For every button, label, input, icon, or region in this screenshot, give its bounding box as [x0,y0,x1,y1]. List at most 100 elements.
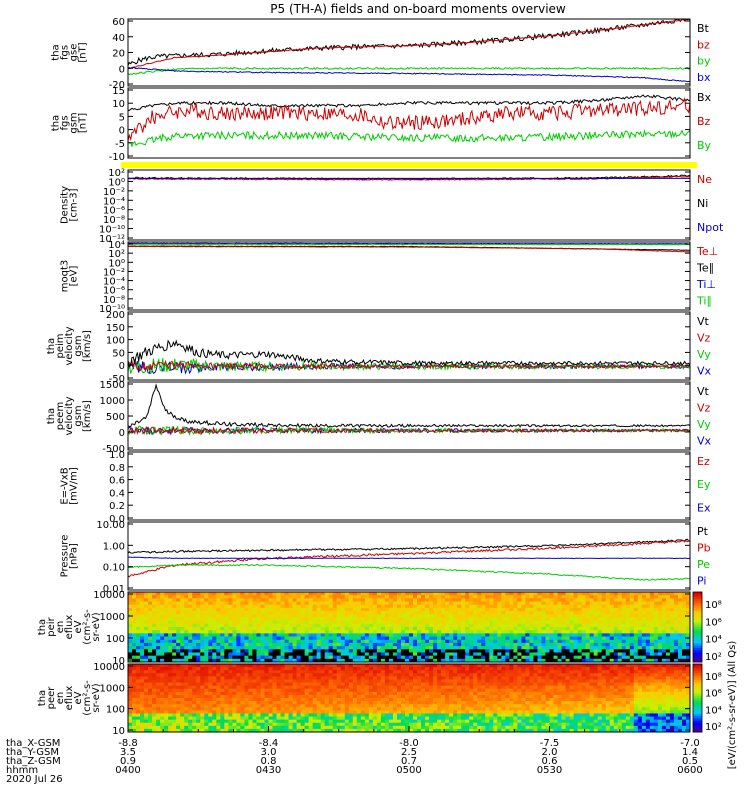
spectrogram-cell [188,642,193,647]
spectrogram-cell [296,604,302,609]
spectrogram-cell [364,623,370,628]
spectrogram-cell [400,655,406,660]
spectrogram-cell [409,691,414,696]
y-tick-label: 10⁻⁸ [103,215,125,226]
spectrogram-cell [392,627,398,631]
spectrogram-cell [384,713,390,717]
spectrogram-cell [304,701,310,705]
spectrogram-cell [597,595,603,599]
spectrogram-cell [316,652,322,657]
spectrogram-cell [184,601,189,606]
spectrogram-cell [485,604,490,609]
spectrogram-cell [417,664,422,668]
spectrogram-cell [260,604,265,609]
spectrogram-cell [248,595,253,599]
spectrogram-cell [677,595,683,599]
spectrogram-cell [553,614,558,618]
spectrogram-cell [184,617,189,622]
spectrogram-cell [581,617,587,622]
colorbar-segment [693,629,702,633]
spectrogram-cell [513,639,518,644]
spectrogram-cell [525,595,530,599]
spectrogram-cell [364,679,370,683]
spectrogram-cell [453,646,458,650]
spectrogram-cell [304,607,310,612]
spectrogram-cell [685,646,691,650]
spectrogram-cell [348,595,354,599]
spectrogram-cell [224,694,229,699]
spectrogram-cell [156,658,161,663]
spectrogram-cell [429,623,434,628]
spectrogram-cell [633,646,639,650]
spectrogram-cell [649,598,655,602]
spectrogram-cell [148,655,153,660]
spectrogram-cell [681,646,687,650]
spectrogram-cell [272,664,277,668]
spectrogram-cell [368,655,374,660]
spectrogram-cell [469,630,474,634]
spectrogram-cell [212,595,217,599]
spectrogram-cell [429,598,434,602]
spectrogram-cell [176,617,181,622]
spectrogram-cell [352,691,358,696]
spectrogram-cell [256,646,261,650]
spectrogram-cell [673,639,679,644]
spectrogram-cell [368,713,374,717]
y-axis-label: gsm [73,335,84,356]
spectrogram-cell [272,639,277,644]
spectrogram-cell [529,646,534,650]
spectrogram-cell [208,658,213,663]
spectrogram-cell [260,623,265,628]
spectrogram-cell [220,688,225,693]
spectrogram-cell [425,688,430,693]
spectrogram-cell [384,725,390,730]
spectrogram-cell [248,694,253,699]
spectrogram-cell [485,636,490,641]
spectrogram-cell [328,728,334,733]
spectrogram-cell [384,639,390,644]
spectrogram-cell [545,639,550,644]
spectrogram-cell [392,676,398,680]
colorbar-segment [693,601,702,605]
legend-entry-Vy: Vy [697,348,711,361]
spectrogram-cell [417,719,422,724]
y-tick-label: 5 [119,112,125,123]
spectrogram-cell [156,688,161,693]
spectrogram-cell [593,630,599,634]
spectrogram-cell [549,630,554,634]
spectrogram-cell [429,633,434,637]
spectrogram-cell [332,607,338,612]
spectrogram-cell [445,623,450,628]
spectrogram-cell [549,617,554,622]
spectrogram-cell [585,636,591,641]
spectrogram-cell [340,698,346,702]
spectrogram-cell [677,614,683,618]
spectrogram-cell [336,701,342,705]
spectrogram-cell [288,691,293,696]
spectrogram-cell [284,595,289,599]
spectrogram-cell [208,728,213,733]
spectrogram-cell [453,620,458,625]
spectrogram-cell [312,673,318,677]
spectrogram-cell [352,633,358,637]
spectrogram-cell [244,664,249,668]
legend-entry-Vt: Vt [697,315,710,328]
spectrogram-cell [224,630,229,634]
spectrogram-cell [653,620,659,625]
spectrogram-cell [268,673,273,677]
spectrogram-cell [312,728,318,733]
spectrogram-cell [352,617,358,622]
spectrogram-cell [388,688,394,693]
spectrogram-cell [188,592,193,596]
spectrogram-cell [489,595,494,599]
spectrogram-cell [421,682,426,687]
spectrogram-cell [176,676,181,680]
spectrogram-cell [368,670,374,674]
spectrogram-cell [196,698,201,702]
spectrogram-cell [272,655,277,660]
spectrogram-cell [384,633,390,637]
spectrogram-cell [340,652,346,657]
spectrogram-cell [180,713,185,717]
spectrogram-cell [621,652,627,657]
spectrogram-cell [625,604,631,609]
